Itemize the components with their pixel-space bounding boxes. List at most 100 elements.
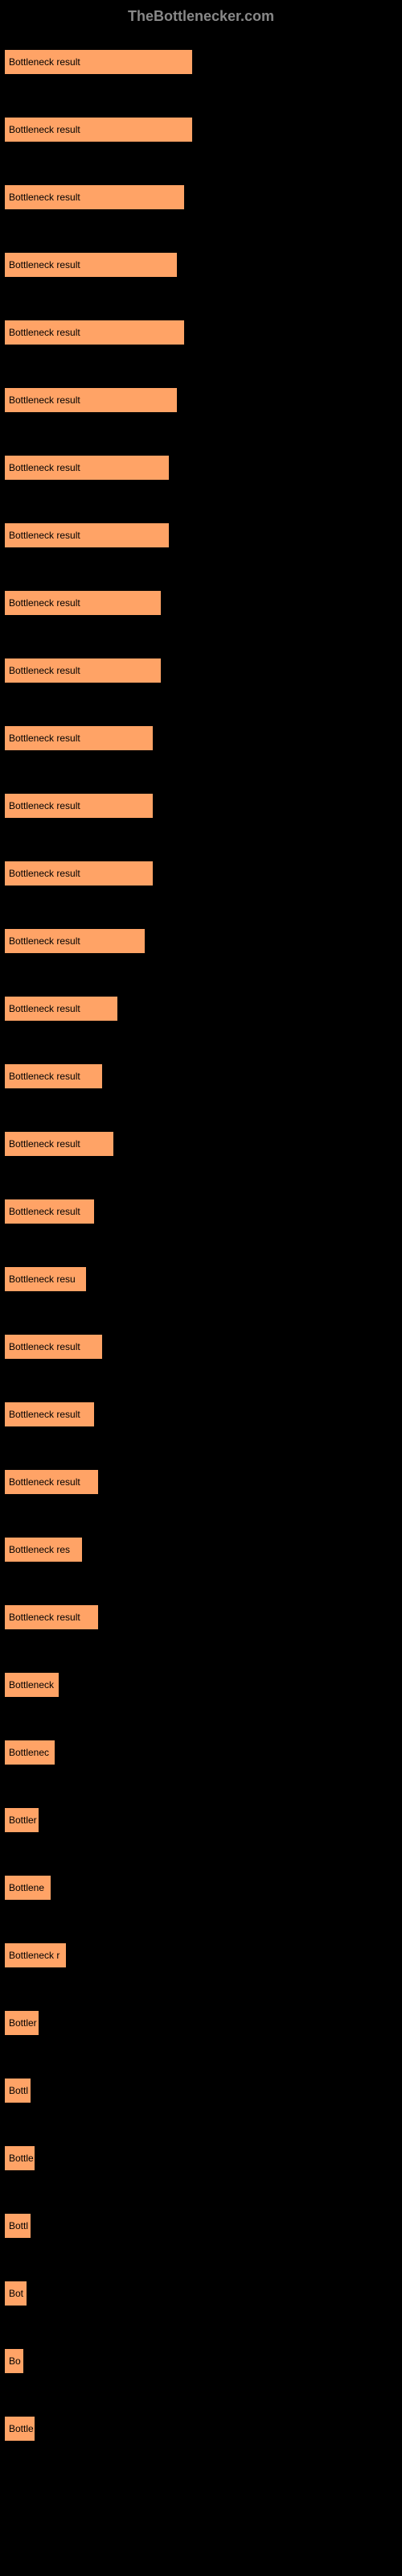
bar-label: Bottleneck result [9, 259, 80, 270]
bar: Bottleneck [4, 1672, 59, 1698]
bar-row: Bottleneck res [4, 1537, 398, 1563]
bar-row: Bottleneck result [4, 1604, 398, 1630]
bar-label: Bottl [9, 2220, 28, 2231]
bar: Bottleneck result [4, 1131, 114, 1157]
bar-row: Bottleneck [4, 1672, 398, 1698]
bar: Bottleneck result [4, 49, 193, 75]
bar: Bottleneck r [4, 1942, 67, 1968]
bar-row: Bottleneck resu [4, 1266, 398, 1292]
bar: Bottleneck result [4, 1063, 103, 1089]
bar-row: 4 Bottleneck result [4, 49, 398, 75]
bar-row: 4 Bottleneck result [4, 117, 398, 142]
bar: Bottleneck result [4, 184, 185, 210]
bar: Bottleneck res [4, 1537, 83, 1563]
bar-label: Bottle [9, 2153, 34, 2164]
bar-label: Bottleneck [9, 1679, 54, 1690]
bars-container: 4 Bottleneck result 4 Bottleneck result Bott… [0, 49, 402, 2442]
bar: Bottle [4, 2145, 35, 2171]
bar: Bottlenec [4, 1740, 55, 1765]
bar: Bo [4, 2348, 24, 2374]
bar: Bottleneck result [4, 928, 146, 954]
bar-row: Bottleneck result [4, 928, 398, 954]
bar-label: Bottleneck res [9, 1544, 70, 1555]
bar-label: Bottlenec [9, 1747, 49, 1758]
bar-label: Bottleneck result [9, 800, 80, 811]
bar-label: Bot [9, 2288, 23, 2299]
bar-label: Bottl [9, 2085, 28, 2096]
bar-row: Bottleneck result [4, 1063, 398, 1089]
bar-row: Bottleneck result [4, 793, 398, 819]
bar-label: Bottler [9, 1814, 37, 1826]
bar: Bottleneck result [4, 1469, 99, 1495]
bar-label: Bottleneck result [9, 1476, 80, 1488]
bar-label: Bottleneck result [9, 192, 80, 203]
bar-row: Bottleneck result [4, 996, 398, 1022]
bar-row: Bottleneck result [4, 184, 398, 210]
bar-row: Bottleneck result [4, 522, 398, 548]
bar: Bot [4, 2281, 27, 2306]
bar-label: Bottleneck result [9, 394, 80, 406]
bar-value: 4 [195, 56, 201, 68]
bar-label: Bottleneck result [9, 124, 80, 135]
bar-label: Bottleneck result [9, 1003, 80, 1014]
bar-row: Bottl [4, 2078, 398, 2103]
bar: Bottleneck result [4, 1199, 95, 1224]
bar-row: Bot [4, 2281, 398, 2306]
bar: Bottleneck result [4, 387, 178, 413]
bar-row: Bottleneck result [4, 725, 398, 751]
bar-label: Bo [9, 2355, 21, 2367]
bar-row: Bottle [4, 2416, 398, 2442]
bar-row: Bottleneck result [4, 861, 398, 886]
bar-row: Bottler [4, 2010, 398, 2036]
bar: Bottleneck result [4, 793, 154, 819]
bar: Bottleneck result [4, 1604, 99, 1630]
bar-label: Bottleneck result [9, 1138, 80, 1150]
bar-row: Bottle [4, 2145, 398, 2171]
bar-row: Bo [4, 2348, 398, 2374]
bar-label: Bottle [9, 2423, 34, 2434]
bar: Bottle [4, 2416, 35, 2442]
bar-row: Bottlene [4, 1875, 398, 1901]
bar: Bottleneck result [4, 725, 154, 751]
bar-label: Bottleneck r [9, 1950, 59, 1961]
bar-value: 4 [195, 124, 201, 135]
bar: Bottleneck result [4, 658, 162, 683]
bar-label: Bottleneck result [9, 1409, 80, 1420]
bar-label: Bottleneck result [9, 1612, 80, 1623]
bar: Bottleneck result [4, 1402, 95, 1427]
bar-row: Bottleneck result [4, 1469, 398, 1495]
bar-row: Bottleneck result [4, 590, 398, 616]
bar: Bottleneck result [4, 1334, 103, 1360]
bar-label: Bottleneck result [9, 868, 80, 879]
bar: Bottleneck result [4, 861, 154, 886]
bar-label: Bottleneck result [9, 462, 80, 473]
bar-label: Bottleneck resu [9, 1274, 76, 1285]
bar-row: Bottleneck result [4, 1334, 398, 1360]
bar: Bottleneck result [4, 590, 162, 616]
bar: Bottleneck resu [4, 1266, 87, 1292]
bar: Bottler [4, 1807, 39, 1833]
bar-label: Bottleneck result [9, 665, 80, 676]
bar-label: Bottleneck result [9, 1206, 80, 1217]
bar-label: Bottleneck result [9, 935, 80, 947]
bar-row: Bottleneck result [4, 252, 398, 278]
bar-row: Bottleneck result [4, 1131, 398, 1157]
bar: Bottl [4, 2078, 31, 2103]
bar: Bottleneck result [4, 252, 178, 278]
bar-label: Bottler [9, 2017, 37, 2029]
bar: Bottleneck result [4, 455, 170, 481]
bar-label: Bottleneck result [9, 1341, 80, 1352]
bar: Bottler [4, 2010, 39, 2036]
bar-label: Bottleneck result [9, 56, 80, 68]
bar-label: Bottleneck result [9, 733, 80, 744]
bar: Bottleneck result [4, 320, 185, 345]
bar: Bottlene [4, 1875, 51, 1901]
bar-row: Bottleneck result [4, 1402, 398, 1427]
bar-row: Bottler [4, 1807, 398, 1833]
bar: Bottl [4, 2213, 31, 2239]
bar-row: Bottlenec [4, 1740, 398, 1765]
bar: Bottleneck result [4, 117, 193, 142]
bar-label: Bottlene [9, 1882, 44, 1893]
site-header: TheBottlenecker.com [0, 8, 402, 25]
bar: Bottleneck result [4, 996, 118, 1022]
